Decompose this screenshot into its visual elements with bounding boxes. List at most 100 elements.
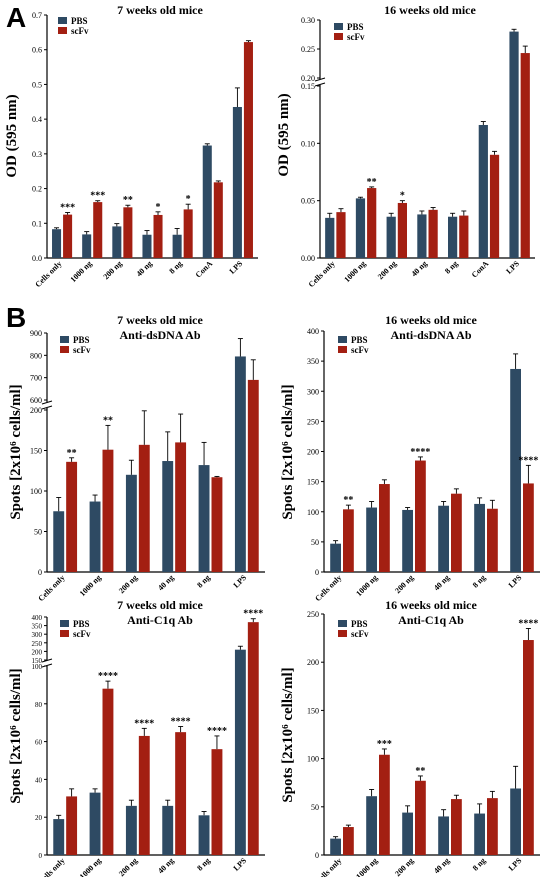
x-tick-label: ConA (194, 259, 215, 280)
y-tick-label: 100 (307, 508, 319, 517)
significance-label: **** (410, 447, 430, 458)
bar-scfv (397, 202, 407, 258)
y-tick-label: 150 (32, 657, 43, 665)
chart-subtitle: Anti-dsDNA Ab (119, 328, 200, 342)
legend-swatch-scfv (338, 630, 347, 637)
bar-scfv (379, 754, 390, 855)
y-tick-label: 300 (32, 631, 43, 639)
y-axis-label: OD (595 nm) (4, 94, 20, 177)
x-tick-label: 1000 ng (354, 856, 379, 877)
bar-pbs (142, 234, 152, 258)
significance-label: ** (67, 448, 77, 459)
bar-scfv (336, 212, 346, 258)
bar-pbs (202, 145, 212, 258)
bar-scfv (247, 379, 259, 572)
significance-label: * (156, 202, 161, 213)
y-tick-label: 150 (30, 447, 42, 456)
bar-scfv (487, 508, 498, 572)
y-tick-label: 100 (307, 755, 319, 764)
y-tick-label: 20 (35, 814, 43, 822)
x-tick-label: Cells only (36, 573, 66, 603)
bar-scfv (451, 493, 462, 572)
bar-pbs (198, 465, 210, 572)
x-tick-label: Cells only (307, 259, 337, 289)
legend-swatch-pbs (338, 620, 347, 627)
significance-label: * (400, 191, 405, 202)
y-tick-label: 50 (311, 803, 319, 812)
bar-scfv (459, 215, 469, 258)
legend-label: scFv (71, 26, 89, 36)
y-axis-label: Spots [2x10⁶ cells/ml] (8, 384, 24, 519)
x-tick-label: 8 ng (443, 259, 460, 276)
significance-label: **** (518, 618, 538, 629)
y-tick-label: 60 (35, 739, 43, 747)
significance-label: *** (60, 203, 75, 214)
x-tick-label: 1000 ng (78, 856, 103, 877)
axis-break-gap (315, 79, 325, 85)
y-tick-label: 150 (307, 706, 319, 715)
bar-pbs (52, 229, 62, 258)
x-tick-label: 40 ng (432, 573, 451, 592)
y-tick-label: 600 (30, 396, 42, 405)
bar-pbs (330, 838, 341, 855)
x-tick-label: 8 ng (195, 573, 212, 590)
legend-label: PBS (73, 619, 90, 629)
bar-pbs (234, 356, 246, 572)
chart-title: 16 weeks old mice (385, 598, 477, 612)
x-tick-label: Cells only (33, 259, 63, 289)
bar-scfv (523, 640, 534, 855)
legend-label: scFv (351, 345, 369, 355)
bar-pbs (438, 816, 449, 855)
y-tick-label: 200 (30, 406, 42, 415)
y-tick-label: 0.0 (32, 254, 42, 263)
x-tick-label: 200 ng (393, 573, 415, 595)
chart-subtitle: Anti-C1q Ab (127, 613, 193, 627)
bar-scfv (93, 202, 103, 258)
x-tick-label: 200 ng (117, 856, 139, 877)
y-axis-label: OD (595 nm) (276, 93, 292, 176)
bar-scfv (489, 154, 500, 258)
x-tick-label: 8 ng (195, 856, 212, 873)
y-tick-label: 0.3 (32, 150, 42, 159)
y-tick-label: 200 (32, 648, 43, 656)
y-axis-label: Spots [2x10⁶ cells/ml] (8, 668, 24, 803)
y-axis-label: Spots [2x10⁶ cells/ml] (280, 667, 296, 802)
significance-label: ** (415, 766, 425, 777)
y-tick-label: 0 (315, 568, 319, 577)
bar-pbs (510, 788, 521, 855)
significance-label: **** (98, 671, 118, 682)
y-tick-label: 400 (307, 327, 319, 336)
y-tick-label: 0.2 (32, 185, 42, 194)
y-tick-label: 400 (32, 614, 43, 622)
legend-label: scFv (73, 345, 91, 355)
y-tick-label: 200 (307, 658, 319, 667)
bar-pbs (325, 217, 335, 258)
y-tick-label: 80 (35, 701, 43, 709)
bar-pbs (198, 815, 210, 855)
legend-swatch-scfv (58, 27, 67, 34)
y-tick-label: 0.5 (32, 80, 42, 89)
bar-scfv (415, 460, 426, 572)
bar-scfv (487, 798, 498, 855)
x-tick-label: 40 ng (135, 259, 154, 278)
x-tick-label: LPS (232, 573, 249, 590)
legend-swatch-scfv (338, 346, 347, 353)
legend-label: scFv (73, 629, 91, 639)
bar-scfv (66, 796, 78, 855)
bar-scfv (63, 214, 73, 258)
x-tick-label: 40 ng (156, 856, 175, 875)
bar-pbs (417, 214, 427, 258)
bar-pbs (402, 812, 413, 855)
legend-swatch-pbs (60, 336, 69, 343)
bar-scfv (183, 209, 193, 258)
y-tick-label: 0 (38, 568, 42, 577)
bar-scfv (523, 483, 534, 572)
bar-pbs (330, 543, 341, 572)
significance-label: ** (103, 415, 113, 426)
y-tick-label: 0.6 (32, 46, 42, 55)
chart-title: 16 weeks old mice (385, 313, 477, 327)
bar-scfv (243, 42, 253, 258)
bar-pbs (234, 649, 246, 855)
bar-scfv (520, 53, 530, 259)
